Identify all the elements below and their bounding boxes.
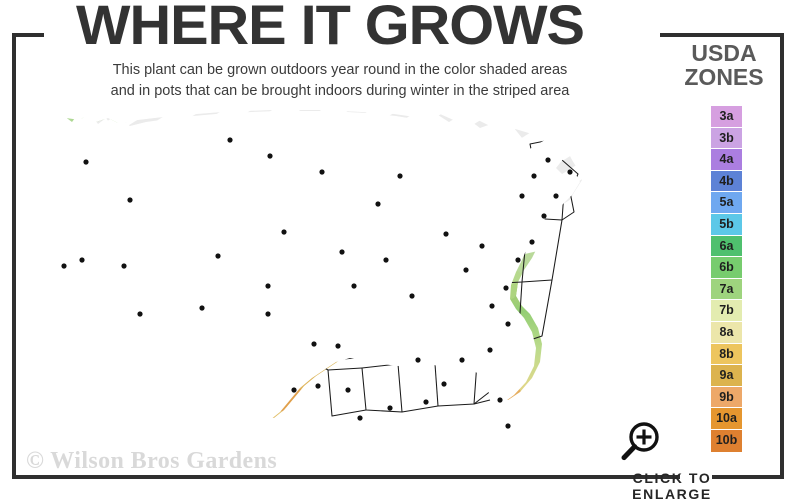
subtitle-line-1: This plant can be grown outdoors year ro… (112, 62, 568, 78)
subtitle-line-2: and in pots that can be brought indoors … (110, 83, 570, 100)
click-to-enlarge-label[interactable]: CLICK TO ENLARGE (632, 470, 712, 502)
zone-swatch-label: 7a (719, 281, 734, 296)
zone-swatch-3b[interactable]: 3b (711, 127, 742, 150)
zone-swatch-9b[interactable]: 9b (711, 386, 742, 409)
legend-heading-line-1: USDA (691, 40, 757, 66)
zone-swatch-label: 5a (719, 195, 734, 210)
usda-zone-map[interactable] (22, 100, 662, 470)
zone-swatch-label: 10b (715, 433, 738, 448)
zone-swatch-4b[interactable]: 4b (711, 170, 742, 193)
zone-swatch-4a[interactable]: 4a (711, 149, 742, 171)
city-dots (61, 137, 573, 429)
zone-swatch-6b[interactable]: 6b (711, 257, 742, 279)
zone-swatch-3a[interactable]: 3a (711, 106, 742, 128)
zone-swatch-label: 9b (719, 389, 734, 404)
zone-swatch-label: 5b (719, 217, 734, 232)
frame-left-edge (12, 33, 16, 479)
legend-heading: USDA ZONES (672, 40, 776, 90)
zone-swatch-label: 10a (716, 411, 737, 426)
zone-swatch-label: 4b (719, 173, 734, 188)
zone-swatch-label: 3b (719, 130, 734, 145)
zone-swatch-8a[interactable]: 8a (711, 321, 742, 344)
zone-swatch-label: 8a (719, 324, 734, 339)
legend-heading-line-2: ZONES (684, 63, 764, 90)
zone-swatch-7b[interactable]: 7b (711, 300, 742, 322)
zone-swatch-10a[interactable]: 10a (711, 408, 742, 430)
zone-swatch-5a[interactable]: 5a (711, 192, 742, 214)
zone-legend-strip: 3a 3b 4a 4b 5a 5b 6a 6b 7a 7b 8a 8b 9a 9b 10a 10b (710, 105, 743, 453)
frame-top-right-edge (660, 33, 784, 37)
page-subtitle: This plant can be grown outdoors year ro… (24, 60, 656, 102)
map-landmass (49, 110, 596, 429)
zone-swatch-10b[interactable]: 10b (711, 429, 742, 452)
zone-swatch-8b[interactable]: 8b (711, 343, 742, 366)
zone-swatch-7a[interactable]: 7a (711, 278, 742, 301)
zone-swatch-label: 7b (719, 303, 734, 318)
zone-swatch-6a[interactable]: 6a (711, 235, 742, 258)
zone-swatch-9a[interactable]: 9a (711, 365, 742, 387)
frame-right-edge (780, 33, 784, 479)
frame-bottom-edge (12, 475, 680, 479)
map-svg (49, 110, 596, 429)
watermark-credit: © Wilson Bros Gardens (26, 448, 278, 474)
zone-swatch-label: 3a (719, 109, 734, 124)
frame-top-left-edge (12, 33, 44, 37)
zone-swatch-label: 9a (719, 368, 734, 383)
zone-swatch-label: 4a (719, 152, 734, 167)
zone-swatch-5b[interactable]: 5b (711, 213, 742, 236)
zone-swatch-label: 6b (719, 260, 734, 275)
zone-swatch-label: 8b (719, 346, 734, 361)
zone-swatch-label: 6a (719, 238, 734, 253)
page-title: WHERE IT GROWS (76, 0, 585, 56)
magnifier-plus-icon[interactable] (618, 420, 662, 464)
frame-bottom-right-edge (712, 475, 784, 479)
